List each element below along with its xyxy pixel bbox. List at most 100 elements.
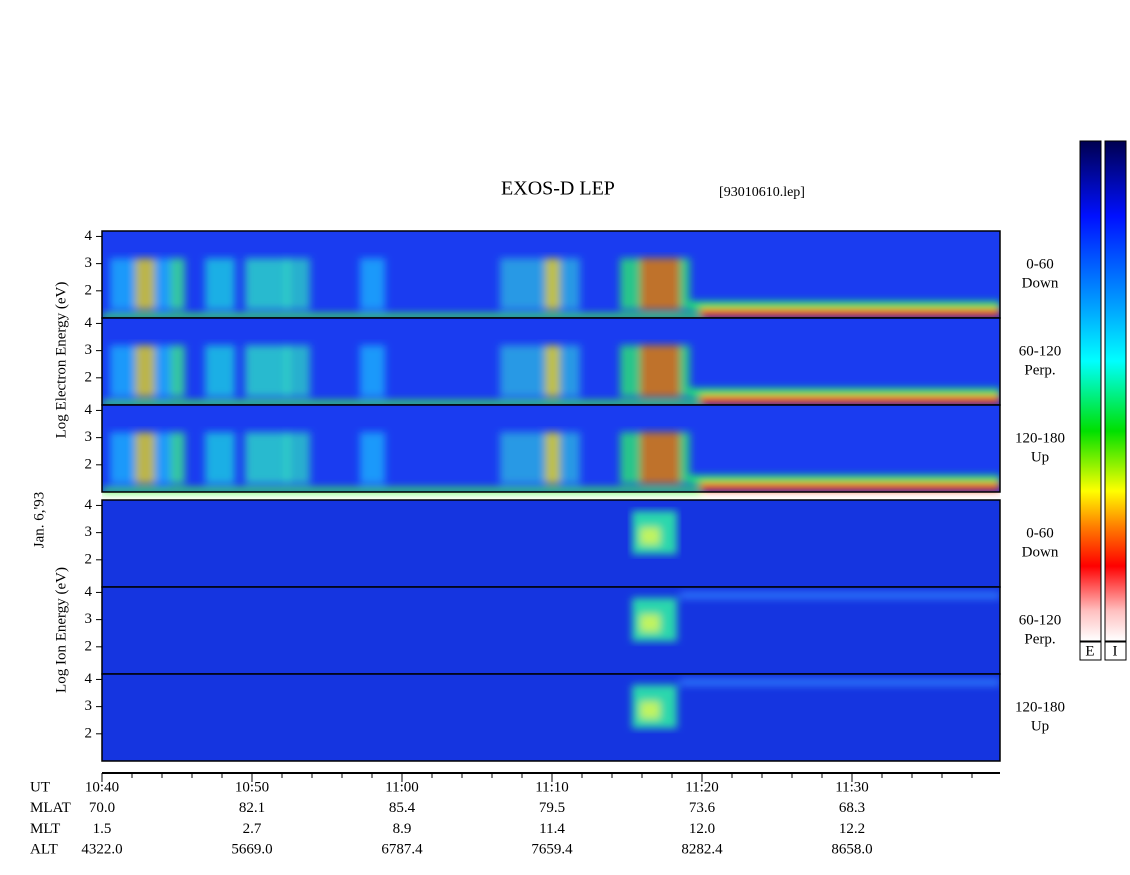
feature xyxy=(135,432,155,484)
spectrogram-features xyxy=(632,592,1000,642)
panel-angle: 60-120 xyxy=(1019,612,1062,628)
feature xyxy=(135,345,155,397)
panel-frame xyxy=(101,404,1001,493)
row-value: 12.2 xyxy=(839,821,865,837)
panel-angle: 0-60 xyxy=(1026,525,1054,541)
row-label: ALT xyxy=(30,842,58,858)
panel-direction: Down xyxy=(1022,275,1059,291)
spectrogram-features xyxy=(102,345,1000,406)
spectrogram-panel xyxy=(102,405,1000,493)
y-tick-label: 3 xyxy=(85,611,93,627)
feature xyxy=(640,258,680,310)
panel-background xyxy=(102,500,1000,587)
row-value: 12.0 xyxy=(689,821,715,837)
row-value: 10:40 xyxy=(85,779,119,795)
feature xyxy=(170,432,185,484)
feature xyxy=(245,432,290,484)
y-tick-label: 2 xyxy=(85,638,93,654)
feature xyxy=(640,345,680,397)
feature xyxy=(500,432,580,484)
y-tick-label: 4 xyxy=(85,315,93,331)
feature xyxy=(500,345,580,397)
row-value: 1.5 xyxy=(93,821,112,837)
spectrogram-panel xyxy=(102,231,1000,319)
y-tick-label: 3 xyxy=(85,429,93,445)
feature xyxy=(680,592,1000,599)
row-value: 73.6 xyxy=(689,800,716,816)
feature xyxy=(545,345,560,397)
y-tick-label: 3 xyxy=(85,255,93,271)
y-tick-label: 4 xyxy=(85,228,93,244)
feature xyxy=(245,345,290,397)
spectrogram-features xyxy=(632,510,677,555)
spectrogram-features xyxy=(632,679,1000,729)
feature xyxy=(205,345,235,397)
panel-angle: 120-180 xyxy=(1015,430,1065,446)
y-tick-label: 4 xyxy=(85,402,93,418)
feature xyxy=(170,345,185,397)
feature xyxy=(170,258,185,310)
feature xyxy=(700,308,1000,317)
panel-background xyxy=(102,674,1000,761)
panel-angle: 60-120 xyxy=(1019,343,1062,359)
row-label: MLT xyxy=(30,821,60,837)
y-tick-label: 2 xyxy=(85,282,93,298)
y-tick-label: 4 xyxy=(85,584,93,600)
row-value: 8658.0 xyxy=(831,842,872,858)
row-value: 11.4 xyxy=(539,821,565,837)
feature xyxy=(102,313,702,319)
panel-direction: Up xyxy=(1031,449,1049,465)
row-value: 10:50 xyxy=(235,779,269,795)
feature xyxy=(500,258,580,310)
row-value: 79.5 xyxy=(539,800,565,816)
feature xyxy=(640,614,660,633)
row-label: UT xyxy=(30,779,50,795)
colorbar-label: E xyxy=(1085,643,1094,659)
row-value: 2.7 xyxy=(243,821,262,837)
feature xyxy=(135,258,155,310)
feature xyxy=(545,258,560,310)
panel-frame xyxy=(101,673,1001,762)
row-value: 68.3 xyxy=(839,800,865,816)
row-value: 8282.4 xyxy=(681,842,723,858)
spectrogram-panel xyxy=(102,318,1000,406)
y-tick-label: 2 xyxy=(85,456,93,472)
row-label: MLAT xyxy=(30,800,71,816)
feature xyxy=(690,301,1000,310)
row-value: 6787.4 xyxy=(381,842,423,858)
colorbar xyxy=(1079,140,1102,642)
y-tick-label: 3 xyxy=(85,342,93,358)
spectrogram-panel xyxy=(102,587,1000,674)
feature xyxy=(245,258,290,310)
feature xyxy=(360,345,385,397)
panel-direction: Down xyxy=(1022,544,1059,560)
row-value: 5669.0 xyxy=(231,842,272,858)
feature xyxy=(700,482,1000,491)
feature xyxy=(690,388,1000,397)
feature xyxy=(205,258,235,310)
feature xyxy=(285,345,310,397)
title: EXOS-D LEP xyxy=(501,178,615,200)
y-tick-label: 3 xyxy=(85,524,93,540)
row-value: 11:10 xyxy=(535,779,569,795)
feature xyxy=(285,432,310,484)
feature xyxy=(102,487,702,493)
panel-direction: Perp. xyxy=(1024,631,1055,647)
colorbar-label-box xyxy=(1079,641,1102,661)
colorbar-label-box xyxy=(1104,641,1127,661)
y-tick-label: 2 xyxy=(85,725,93,741)
spectrogram-panel xyxy=(102,500,1000,587)
spectrogram-features xyxy=(102,258,1000,319)
feature xyxy=(690,475,1000,484)
colorbar xyxy=(1104,140,1127,642)
spectrogram-features xyxy=(102,432,1000,493)
row-value: 82.1 xyxy=(239,800,265,816)
feature xyxy=(360,258,385,310)
colorbar-label: I xyxy=(1113,643,1118,659)
feature xyxy=(640,527,660,546)
panel-direction: Up xyxy=(1031,718,1049,734)
ion-axis-label: Log Ion Energy (eV) xyxy=(53,567,69,693)
y-tick-label: 2 xyxy=(85,551,93,567)
y-tick-label: 4 xyxy=(85,671,93,687)
